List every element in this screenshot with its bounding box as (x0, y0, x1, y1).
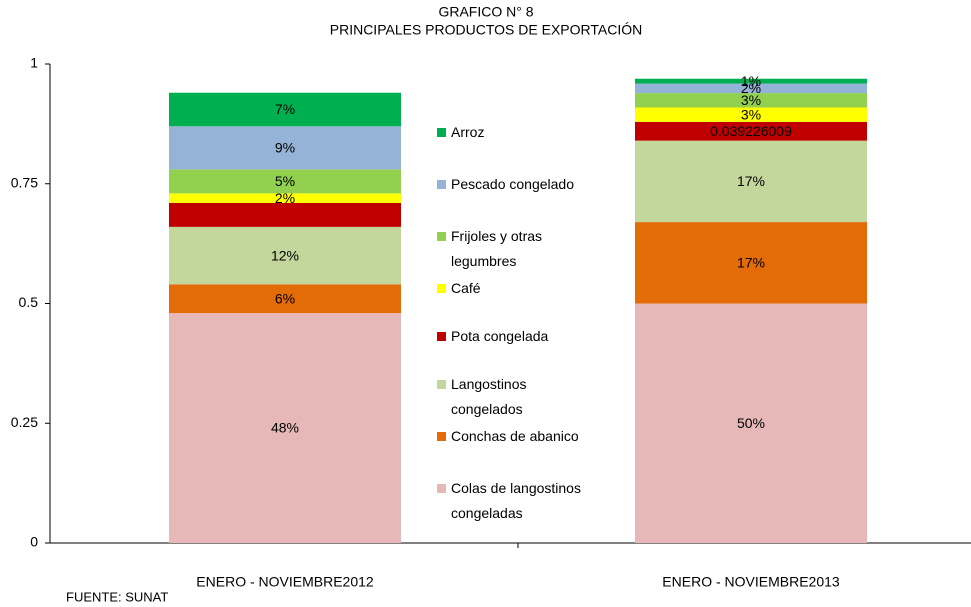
bar-segment (169, 284, 401, 314)
bar-segment (169, 226, 401, 285)
bar-segment (635, 93, 867, 108)
data-label: 3% (741, 106, 761, 122)
legend-swatch (437, 180, 446, 189)
legend-label: Pescado congelado (451, 176, 574, 192)
data-label: 6% (275, 290, 295, 306)
y-tick-label: 0.75 (11, 174, 38, 190)
legend-item: Conchas de abanico (437, 424, 591, 449)
x-tick-label: ENERO - NOVIEMBRE2013 (662, 574, 840, 590)
legend-label: Conchas de abanico (451, 428, 579, 444)
legend-item: Frijoles y otras legumbres (437, 224, 591, 274)
chart-subtitle: PRINCIPALES PRODUCTOS DE EXPORTACIÓN (330, 22, 642, 38)
data-label: 2% (275, 190, 295, 206)
bar-segment (635, 140, 867, 223)
bar-segment (169, 202, 401, 227)
legend-item: Colas de langostinos congeladas (437, 476, 591, 526)
legend-label: Arroz (451, 124, 485, 140)
legend-item: Pescado congelado (437, 172, 591, 197)
bar-segment (635, 121, 867, 141)
data-label: 5% (275, 173, 295, 189)
data-label: 3% (741, 92, 761, 108)
legend-label: Frijoles y otras legumbres (451, 228, 543, 269)
bar-segment (169, 313, 401, 543)
bar-segment (635, 83, 867, 94)
legend-swatch (437, 128, 446, 137)
data-label: 48% (271, 420, 299, 436)
legend-item: Arroz (437, 120, 591, 145)
legend-item: Pota congelada (437, 324, 591, 349)
bar-segment (635, 222, 867, 304)
y-tick-label: 1 (30, 55, 38, 71)
y-tick-label: 0 (30, 534, 38, 550)
legend-swatch (437, 380, 446, 389)
data-label: 17% (737, 254, 765, 270)
data-label: 0.039226009 (710, 123, 792, 139)
legend-swatch (437, 232, 446, 241)
legend-label: Pota congelada (451, 328, 549, 344)
data-label: 2% (741, 80, 761, 96)
bar-segment (169, 193, 401, 203)
chart-title: GRAFICO N° 8 (438, 4, 533, 20)
bar-segment (635, 303, 867, 543)
bar-segment (169, 92, 401, 127)
y-tick-label: 0.25 (11, 414, 38, 430)
legend-item: Café (437, 276, 591, 301)
data-label: 9% (275, 140, 295, 156)
legend-label: Colas de langostinos congeladas (451, 480, 581, 521)
data-label: 50% (737, 415, 765, 431)
bar-segment (635, 78, 867, 84)
legend-label: Langostinos congelados (451, 376, 527, 417)
bar-segment (169, 126, 401, 170)
data-label: 7% (275, 101, 295, 117)
x-tick-label: ENERO - NOVIEMBRE2012 (196, 574, 374, 590)
legend-swatch (437, 284, 446, 293)
legend-label: Café (451, 280, 481, 296)
bar-segment (169, 169, 401, 194)
source-note: FUENTE: SUNAT (66, 589, 168, 604)
y-tick-label: 0.5 (19, 294, 39, 310)
legend-swatch (437, 332, 446, 341)
data-label: 12% (271, 247, 299, 263)
legend-swatch (437, 432, 446, 441)
bar-segment (635, 107, 867, 122)
legend-swatch (437, 484, 446, 493)
legend-item: Langostinos congelados (437, 372, 591, 422)
data-label: 17% (737, 173, 765, 189)
data-label: 1% (741, 73, 761, 89)
